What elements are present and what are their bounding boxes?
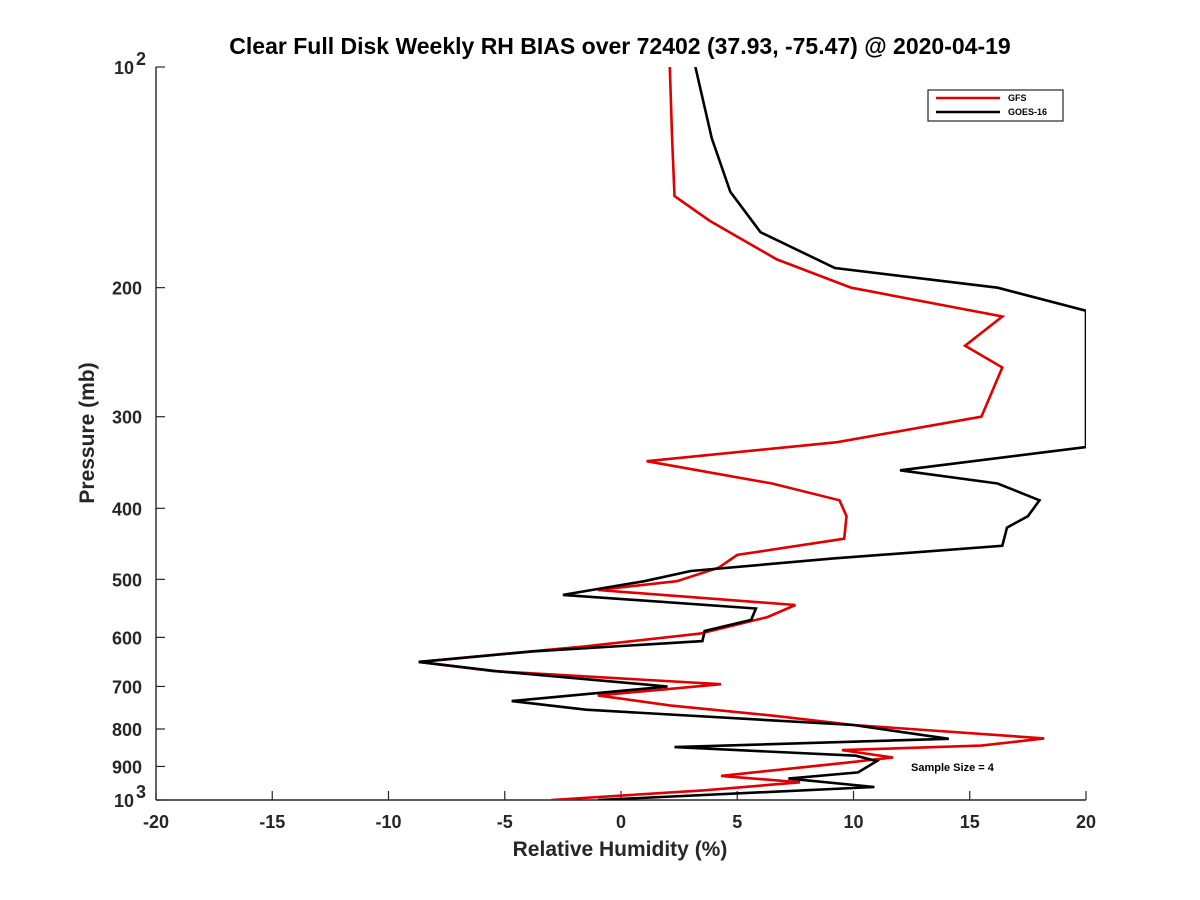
series-group	[418, 67, 1086, 800]
y-tick-label-bottom: 10	[114, 791, 134, 811]
y-tick-label: 900	[112, 757, 142, 777]
sample-size-annotation: Sample Size = 4	[911, 762, 995, 774]
x-axis: -20 -15 -10 -5 0 5 10 15 20	[143, 791, 1096, 832]
y-tick-label: 700	[112, 677, 142, 697]
y-tick-label: 300	[112, 408, 142, 428]
x-tick-label: -15	[259, 812, 285, 832]
x-tick-label: 15	[960, 812, 980, 832]
x-tick-label: -20	[143, 812, 169, 832]
chart-title: Clear Full Disk Weekly RH BIAS over 7240…	[229, 33, 1010, 59]
x-tick-label: 0	[616, 812, 626, 832]
legend-entry: GOES-16	[1008, 107, 1047, 117]
x-tick-label: -5	[497, 812, 513, 832]
x-tick-label: -10	[375, 812, 401, 832]
y-axis-label: Pressure (mb)	[76, 362, 99, 503]
series-line-goes-16	[418, 67, 1086, 800]
y-tick-label: 200	[112, 279, 142, 299]
chart-title-group: Clear Full Disk Weekly RH BIAS over 7240…	[229, 33, 1010, 59]
y-tick-label: 500	[112, 570, 142, 590]
y-tick-label: 800	[112, 720, 142, 740]
y-tick-label-bottom-exponent: 3	[136, 782, 146, 802]
x-axis-label: Relative Humidity (%)	[513, 838, 728, 861]
y-tick-label: 600	[112, 628, 142, 648]
legend: GFS GOES-16	[927, 89, 1064, 122]
legend-entry: GFS	[1008, 93, 1027, 103]
y-tick-label: 400	[112, 499, 142, 519]
series-line-gfs	[418, 67, 1045, 800]
y-tick-label-top-exponent: 2	[136, 49, 146, 69]
legend-box	[927, 89, 1064, 122]
y-tick-label-top: 10	[114, 58, 134, 78]
x-tick-label: 20	[1076, 812, 1096, 832]
x-tick-label: 10	[843, 812, 863, 832]
x-tick-label: 5	[732, 812, 742, 832]
